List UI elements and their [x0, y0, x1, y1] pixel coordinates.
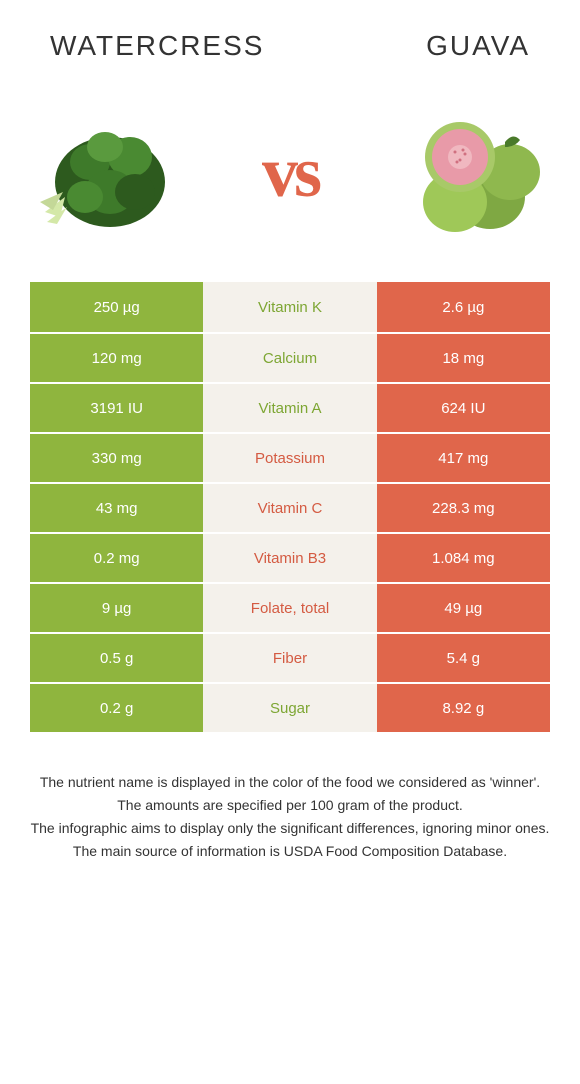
nutrient-label: Vitamin C [203, 484, 376, 532]
right-value: 2.6 µg [377, 282, 550, 332]
left-value: 0.2 g [30, 684, 203, 732]
footnote-line: The main source of information is USDA F… [20, 841, 560, 862]
guava-image [390, 92, 550, 252]
footnote-line: The nutrient name is displayed in the co… [20, 772, 560, 793]
right-value: 228.3 mg [377, 484, 550, 532]
nutrient-label: Sugar [203, 684, 376, 732]
footnote-line: The amounts are specified per 100 gram o… [20, 795, 560, 816]
right-value: 624 IU [377, 384, 550, 432]
nutrient-label: Potassium [203, 434, 376, 482]
left-value: 9 µg [30, 584, 203, 632]
right-value: 417 mg [377, 434, 550, 482]
right-value: 8.92 g [377, 684, 550, 732]
table-row: 9 µgFolate, total49 µg [30, 582, 550, 632]
nutrient-label: Vitamin B3 [203, 534, 376, 582]
left-value: 43 mg [30, 484, 203, 532]
table-row: 250 µgVitamin K2.6 µg [30, 282, 550, 332]
footnotes: The nutrient name is displayed in the co… [0, 732, 580, 884]
footnote-line: The infographic aims to display only the… [20, 818, 560, 839]
vs-label: vs [262, 131, 318, 214]
right-value: 5.4 g [377, 634, 550, 682]
right-food-title: Guava [426, 30, 530, 62]
left-value: 0.2 mg [30, 534, 203, 582]
nutrient-label: Calcium [203, 334, 376, 382]
left-value: 120 mg [30, 334, 203, 382]
right-value: 1.084 mg [377, 534, 550, 582]
nutrient-table: 250 µgVitamin K2.6 µg120 mgCalcium18 mg3… [0, 282, 580, 732]
table-row: 3191 IUVitamin A624 IU [30, 382, 550, 432]
right-value: 18 mg [377, 334, 550, 382]
left-value: 250 µg [30, 282, 203, 332]
right-value: 49 µg [377, 584, 550, 632]
table-row: 0.5 gFiber5.4 g [30, 632, 550, 682]
left-value: 3191 IU [30, 384, 203, 432]
table-row: 43 mgVitamin C228.3 mg [30, 482, 550, 532]
nutrient-label: Vitamin A [203, 384, 376, 432]
nutrient-label: Vitamin K [203, 282, 376, 332]
table-row: 330 mgPotassium417 mg [30, 432, 550, 482]
watercress-image [30, 92, 190, 252]
left-value: 330 mg [30, 434, 203, 482]
table-row: 0.2 mgVitamin B31.084 mg [30, 532, 550, 582]
table-row: 0.2 gSugar8.92 g [30, 682, 550, 732]
left-value: 0.5 g [30, 634, 203, 682]
nutrient-label: Folate, total [203, 584, 376, 632]
nutrient-label: Fiber [203, 634, 376, 682]
header: Watercress Guava [0, 0, 580, 82]
images-row: vs [0, 82, 580, 282]
table-row: 120 mgCalcium18 mg [30, 332, 550, 382]
left-food-title: Watercress [50, 30, 264, 62]
